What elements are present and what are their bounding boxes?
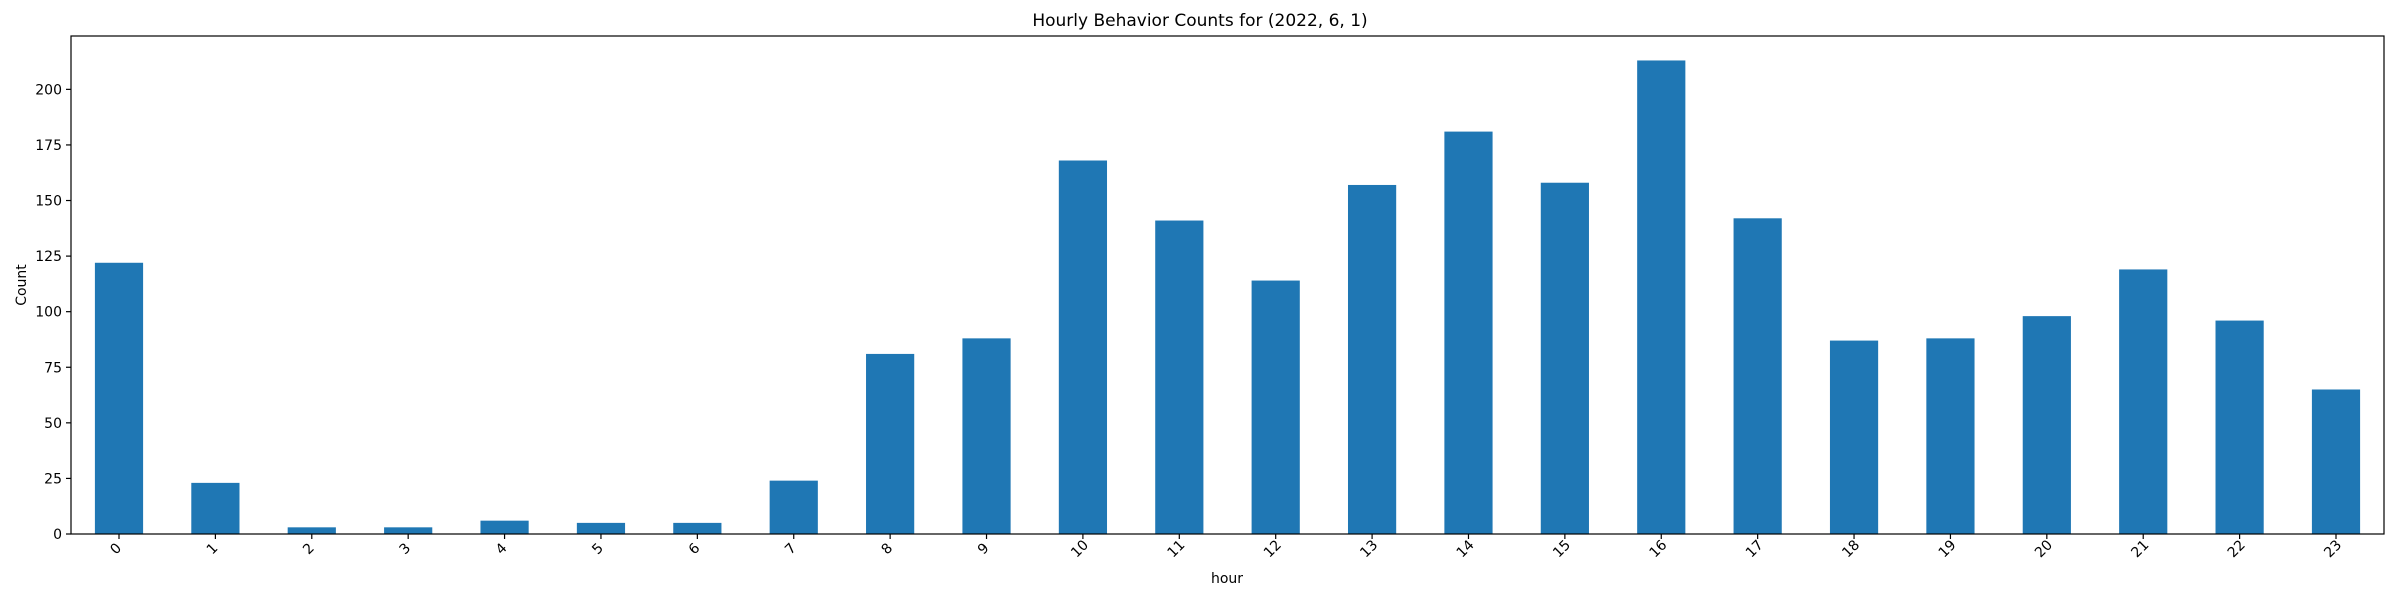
x-axis-label: hour	[1211, 571, 1243, 587]
x-tick-label: 17	[1743, 537, 1767, 561]
bar-hour-10	[1058, 160, 1108, 534]
x-tick-label: 15	[1550, 537, 1574, 561]
bar-hour-19	[1926, 338, 1975, 534]
bar-hour-3	[384, 527, 433, 534]
bar-hour-18	[1829, 340, 1879, 534]
y-tick-label: 125	[35, 249, 62, 265]
x-tick-label: 19	[1936, 537, 1960, 561]
bar-hour-21	[2119, 269, 2168, 534]
x-tick-label: 10	[1068, 537, 1092, 561]
x-tick-label: 20	[2032, 537, 2056, 561]
y-tick-label: 75	[44, 360, 62, 376]
bar-hour-16	[1637, 60, 1686, 535]
x-tick-label: 8	[878, 540, 896, 558]
x-tick-label: 4	[493, 540, 511, 558]
y-tick-label: 100	[35, 305, 62, 321]
y-tick-label: 150	[35, 194, 62, 210]
x-tick-label: 6	[686, 540, 704, 558]
x-tick-label: 7	[782, 540, 800, 558]
bar-hour-17	[1733, 218, 1782, 535]
y-axis: 0 25 50 75 100 125 150 175 200	[35, 82, 71, 543]
x-tick-label: 22	[2225, 537, 2249, 561]
x-tick-label: 9	[975, 540, 993, 558]
bar-hour-11	[1155, 220, 1204, 534]
x-axis: 0 1 2 3 4 5 6 7 8 9 10 11 12 13 14 15 16 17 18 19 20 21 22 23	[107, 534, 2345, 561]
bar-hour-5	[576, 522, 626, 534]
bar-hour-2	[287, 527, 336, 534]
bar-hour-8	[866, 353, 915, 534]
x-tick-label: 16	[1646, 537, 1670, 561]
x-tick-label: 12	[1261, 537, 1285, 561]
bar-hour-9	[962, 338, 1011, 534]
y-tick-label: 0	[53, 527, 62, 543]
bar-hour-23	[2311, 389, 2361, 534]
bar-hour-0	[94, 262, 144, 534]
x-tick-label: 0	[107, 540, 125, 558]
x-tick-label: 3	[397, 540, 415, 558]
x-tick-label: 1	[204, 540, 222, 558]
bar-hour-4	[480, 520, 529, 534]
y-tick-label: 175	[35, 138, 62, 154]
x-tick-label: 23	[2321, 537, 2345, 561]
bar-hour-14	[1444, 131, 1493, 534]
y-tick-label: 25	[44, 471, 62, 487]
bar-hour-13	[1347, 184, 1397, 534]
x-tick-label: 5	[589, 540, 607, 558]
y-tick-label: 200	[35, 82, 62, 98]
bars-group	[94, 60, 2361, 535]
bar-hour-15	[1540, 182, 1589, 535]
x-tick-label: 21	[2128, 537, 2152, 561]
bar-hour-6	[673, 522, 722, 534]
x-tick-label: 11	[1165, 537, 1189, 561]
y-axis-label: Count	[14, 264, 30, 306]
x-tick-label: 14	[1454, 537, 1478, 561]
y-tick-label: 50	[44, 416, 62, 432]
chart-title: Hourly Behavior Counts for (2022, 6, 1)	[1032, 11, 1367, 31]
x-tick-label: 2	[300, 540, 318, 558]
bar-hour-20	[2022, 316, 2071, 535]
x-tick-label: 18	[1839, 537, 1863, 561]
plot-frame	[70, 35, 2385, 535]
bar-hour-1	[191, 482, 240, 534]
bar-hour-7	[769, 480, 818, 534]
x-tick-label: 13	[1357, 537, 1381, 561]
bar-hour-12	[1251, 280, 1300, 534]
bar-hour-22	[2215, 320, 2264, 534]
